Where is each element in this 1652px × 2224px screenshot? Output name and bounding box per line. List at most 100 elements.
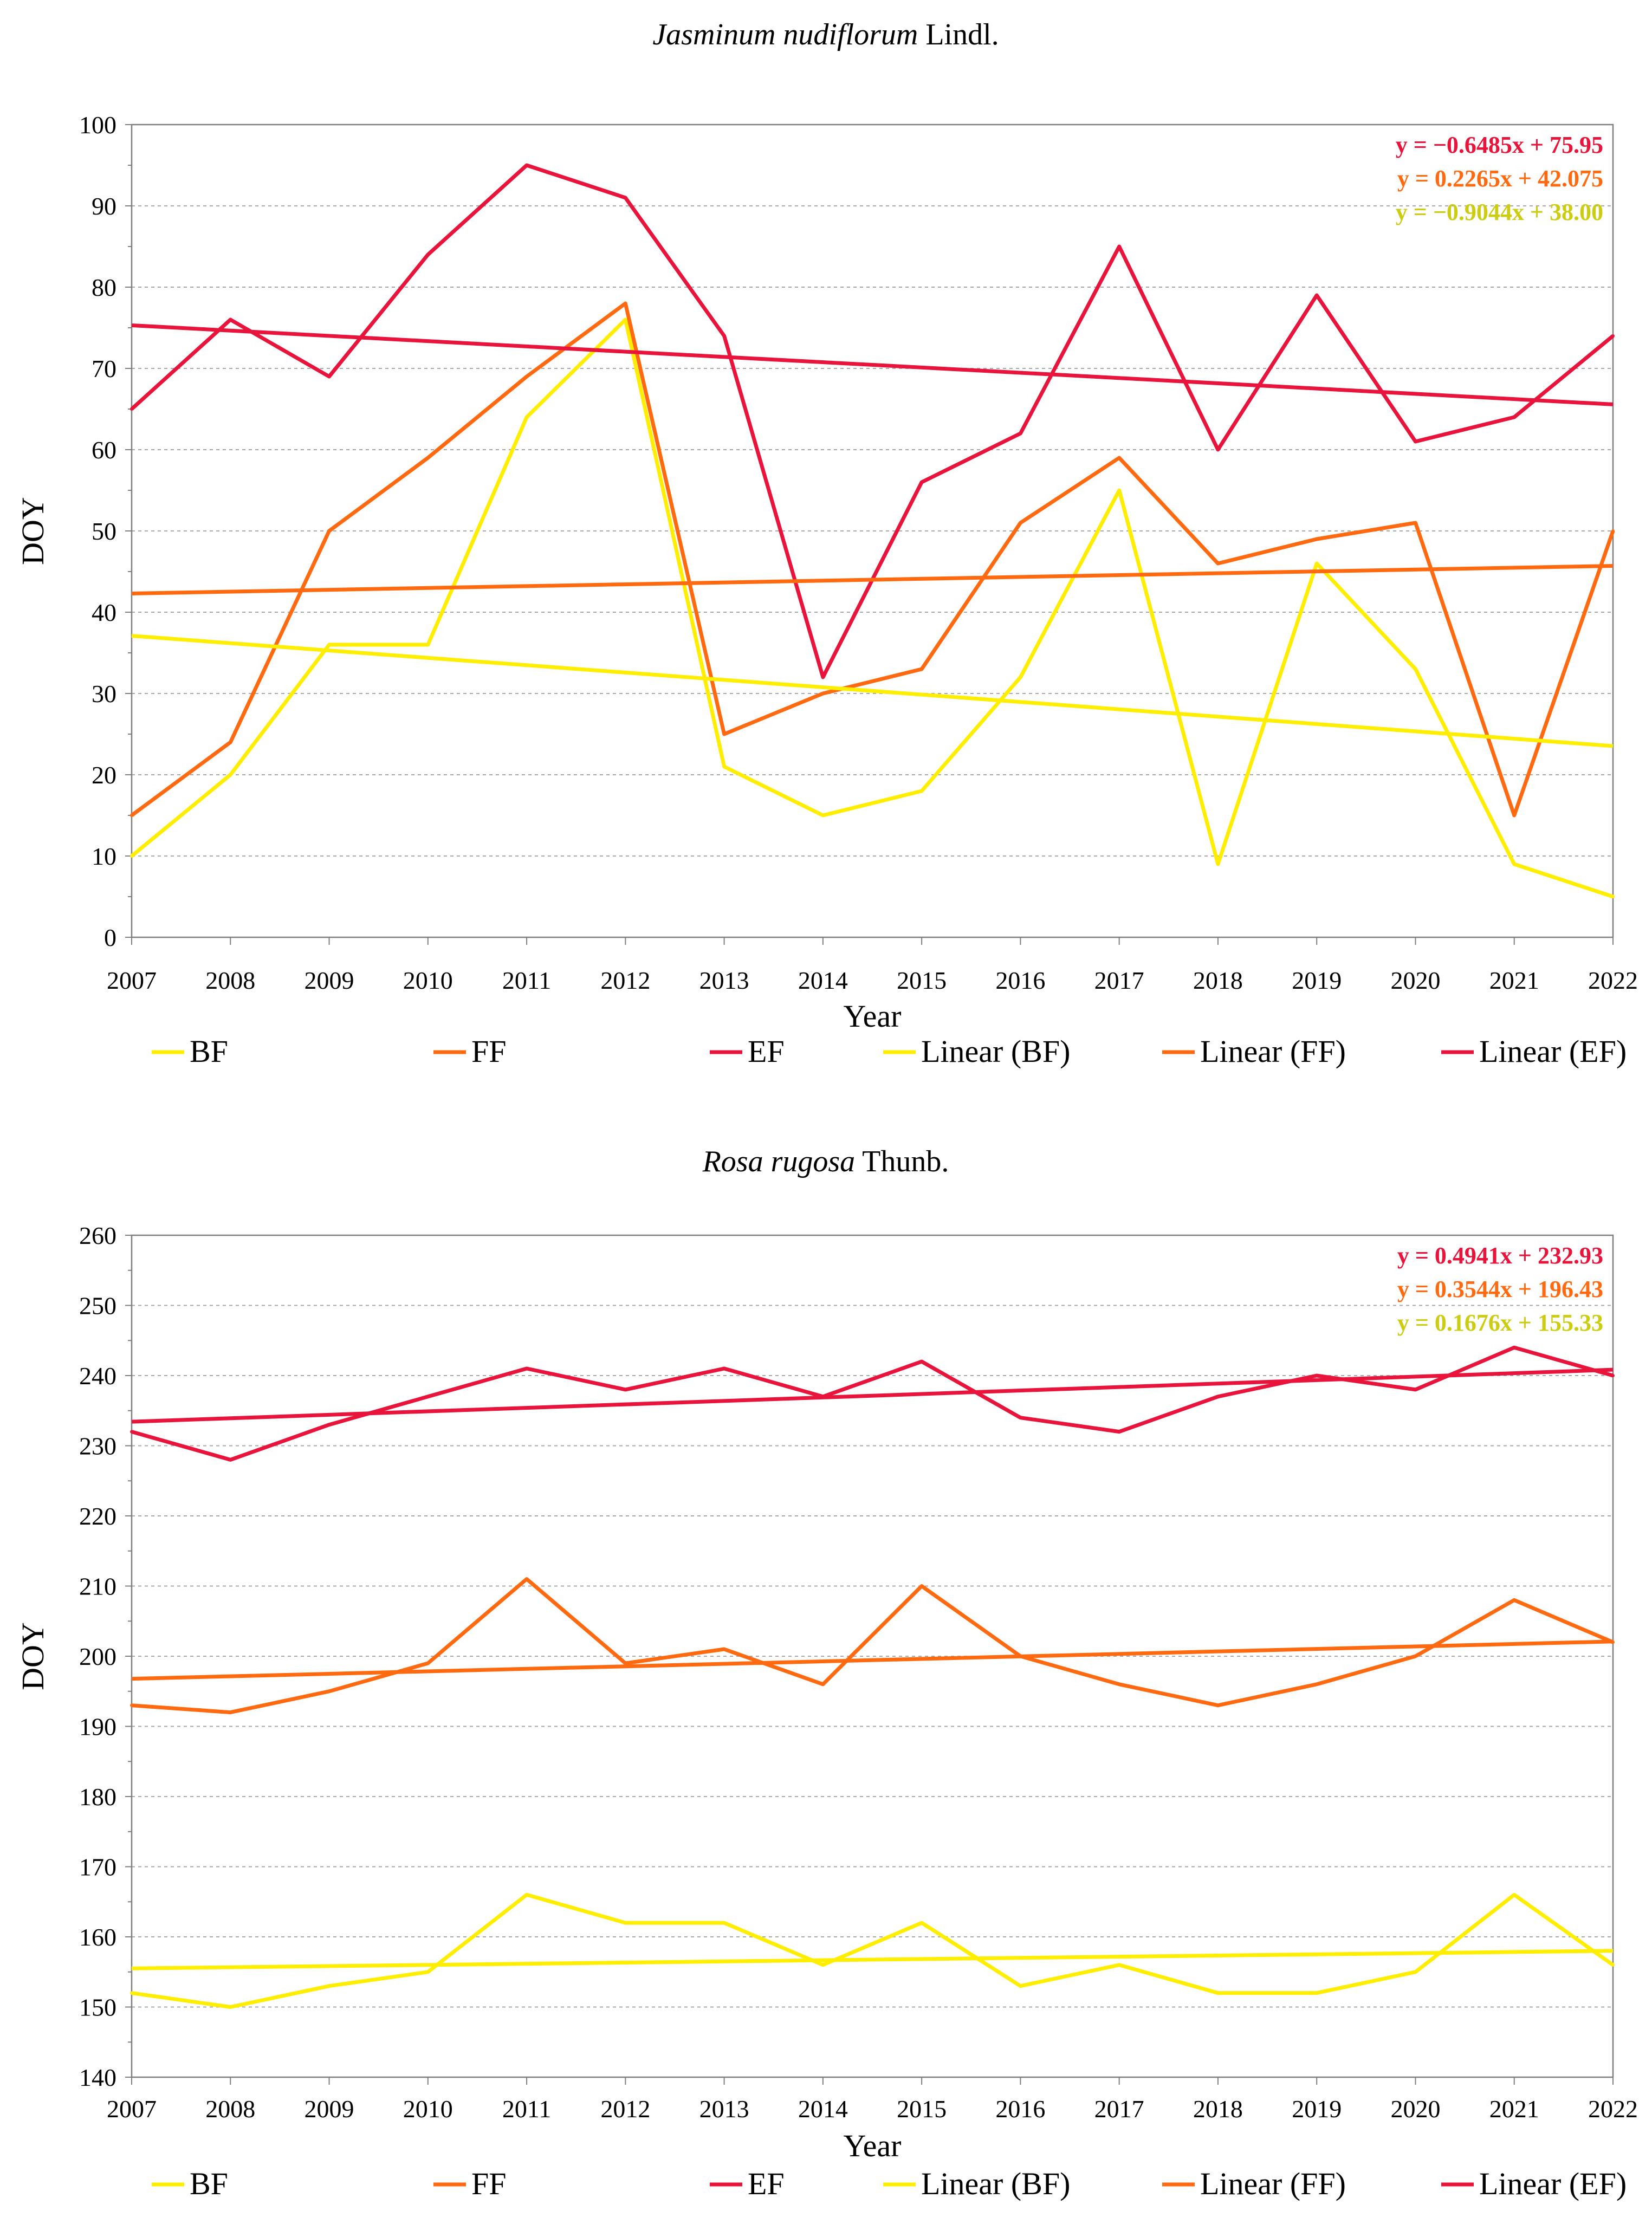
- data-point: [624, 318, 627, 321]
- data-point: [722, 334, 726, 338]
- y-tick-label: 10: [92, 842, 116, 870]
- y-tick-label: 40: [92, 599, 116, 626]
- series-line-bf: [131, 1892, 1615, 2009]
- x-tick-label: 2007: [107, 2095, 157, 2123]
- data-point: [1611, 334, 1615, 338]
- data-point: [1216, 448, 1220, 451]
- data-point: [1512, 416, 1516, 419]
- gridlines: [132, 124, 1613, 857]
- data-point: [821, 814, 825, 817]
- data-point: [1019, 1416, 1022, 1419]
- x-tick-label: 2012: [600, 2095, 650, 2123]
- data-point: [327, 1984, 331, 1988]
- data-point: [130, 1430, 133, 1434]
- data-point: [426, 456, 430, 459]
- x-tick-label: 2017: [1094, 967, 1144, 994]
- data-point: [525, 164, 529, 167]
- data-point: [1414, 440, 1417, 443]
- data-point: [525, 1577, 529, 1581]
- y-tick-label: 140: [79, 2064, 116, 2091]
- data-point: [1117, 245, 1121, 248]
- series-points-ff: [130, 302, 1615, 817]
- y-axis-label: DOY: [15, 1622, 50, 1690]
- data-point: [1414, 521, 1417, 524]
- data-point: [1216, 1395, 1220, 1398]
- data-point: [1019, 521, 1022, 524]
- data-point: [525, 1893, 529, 1897]
- legend-label: Linear (BF): [921, 2166, 1070, 2201]
- x-tick-label: 2010: [403, 2095, 453, 2123]
- data-point: [229, 1710, 232, 1714]
- y-tick-label: 80: [92, 274, 116, 301]
- x-axis-label: Year: [844, 2128, 902, 2163]
- x-axis-ticks: 2007 2008 2009 2010 2011 2012 2013 2014 2015 2016…: [107, 2077, 1638, 2123]
- chart-title-species: Rosa rugosa: [702, 1145, 856, 1178]
- x-tick-label: 2014: [798, 2095, 848, 2123]
- x-tick-label: 2021: [1489, 2095, 1539, 2123]
- data-point: [1019, 432, 1022, 435]
- chart-title: Jasminum nudiflorum Lindl.: [652, 18, 999, 51]
- data-point: [1216, 562, 1220, 565]
- trendline-equation: y = 0.3544x + 196.43: [1397, 1276, 1603, 1302]
- plot-area-frame: [131, 1234, 1614, 2078]
- trendline-linear-ff: [131, 564, 1614, 595]
- data-point: [821, 1682, 825, 1686]
- y-axis-label: DOY: [15, 497, 50, 565]
- y-tick-label: 30: [92, 680, 116, 708]
- chart-jasminum: Jasminum nudiflorum Lindl. 0 10 20 30 40 50 60 7…: [15, 18, 1638, 1069]
- trendline-linear-ef: [131, 323, 1614, 406]
- legend-label: Linear (EF): [1479, 2166, 1627, 2201]
- y-tick-label: 200: [79, 1643, 116, 1670]
- y-tick-label: 70: [92, 355, 116, 382]
- data-point: [920, 1921, 924, 1925]
- data-point: [1117, 489, 1121, 492]
- y-tick-label: 90: [92, 192, 116, 220]
- legend-label: EF: [748, 2166, 785, 2201]
- data-point: [327, 529, 331, 533]
- data-point: [1216, 1991, 1220, 1995]
- data-point: [920, 1584, 924, 1588]
- data-point: [624, 1661, 627, 1665]
- data-point: [1117, 1963, 1121, 1967]
- x-tick-label: 2016: [995, 2095, 1045, 2123]
- series-line-ef: [130, 163, 1615, 679]
- data-point: [327, 375, 331, 378]
- data-point: [1414, 667, 1417, 671]
- data-point: [130, 814, 133, 817]
- trendline-linear-ff: [131, 1639, 1614, 1681]
- legend-label: EF: [748, 1034, 785, 1069]
- x-tick-label: 2016: [995, 967, 1045, 994]
- y-tick-label: 60: [92, 436, 116, 464]
- data-point: [1315, 1374, 1319, 1377]
- y-tick-label: 250: [79, 1292, 116, 1320]
- y-axis-ticks: 140 150 160 170 180 190 200 210 220 230 240 250 260: [79, 1222, 132, 2091]
- data-point: [1512, 1893, 1516, 1897]
- series-points-bf: [130, 1893, 1615, 2009]
- x-tick-label: 2018: [1193, 2095, 1243, 2123]
- series-points-ef: [130, 1346, 1615, 1462]
- data-point: [1512, 814, 1516, 817]
- data-point: [426, 643, 430, 646]
- trendline-linear-bf: [131, 1949, 1614, 1970]
- x-tick-label: 2007: [107, 967, 157, 994]
- x-tick-label: 2014: [798, 967, 848, 994]
- x-tick-label: 2020: [1390, 967, 1440, 994]
- series-points-ef: [130, 164, 1615, 679]
- y-tick-label: 240: [79, 1362, 116, 1390]
- x-tick-label: 2015: [897, 967, 947, 994]
- data-point: [1414, 1387, 1417, 1391]
- x-tick-label: 2019: [1292, 2095, 1342, 2123]
- x-tick-label: 2020: [1390, 2095, 1440, 2123]
- data-point: [525, 375, 529, 378]
- x-tick-label: 2009: [305, 967, 354, 994]
- y-tick-label: 0: [104, 924, 116, 951]
- trendline-equation: y = −0.6485x + 75.95: [1396, 132, 1603, 158]
- x-tick-label: 2012: [600, 967, 650, 994]
- data-point: [1611, 529, 1615, 533]
- y-tick-label: 180: [79, 1783, 116, 1811]
- data-point: [426, 253, 430, 256]
- data-point: [525, 416, 529, 419]
- data-point: [1117, 1430, 1121, 1434]
- data-point: [327, 1423, 331, 1427]
- y-tick-label: 210: [79, 1573, 116, 1600]
